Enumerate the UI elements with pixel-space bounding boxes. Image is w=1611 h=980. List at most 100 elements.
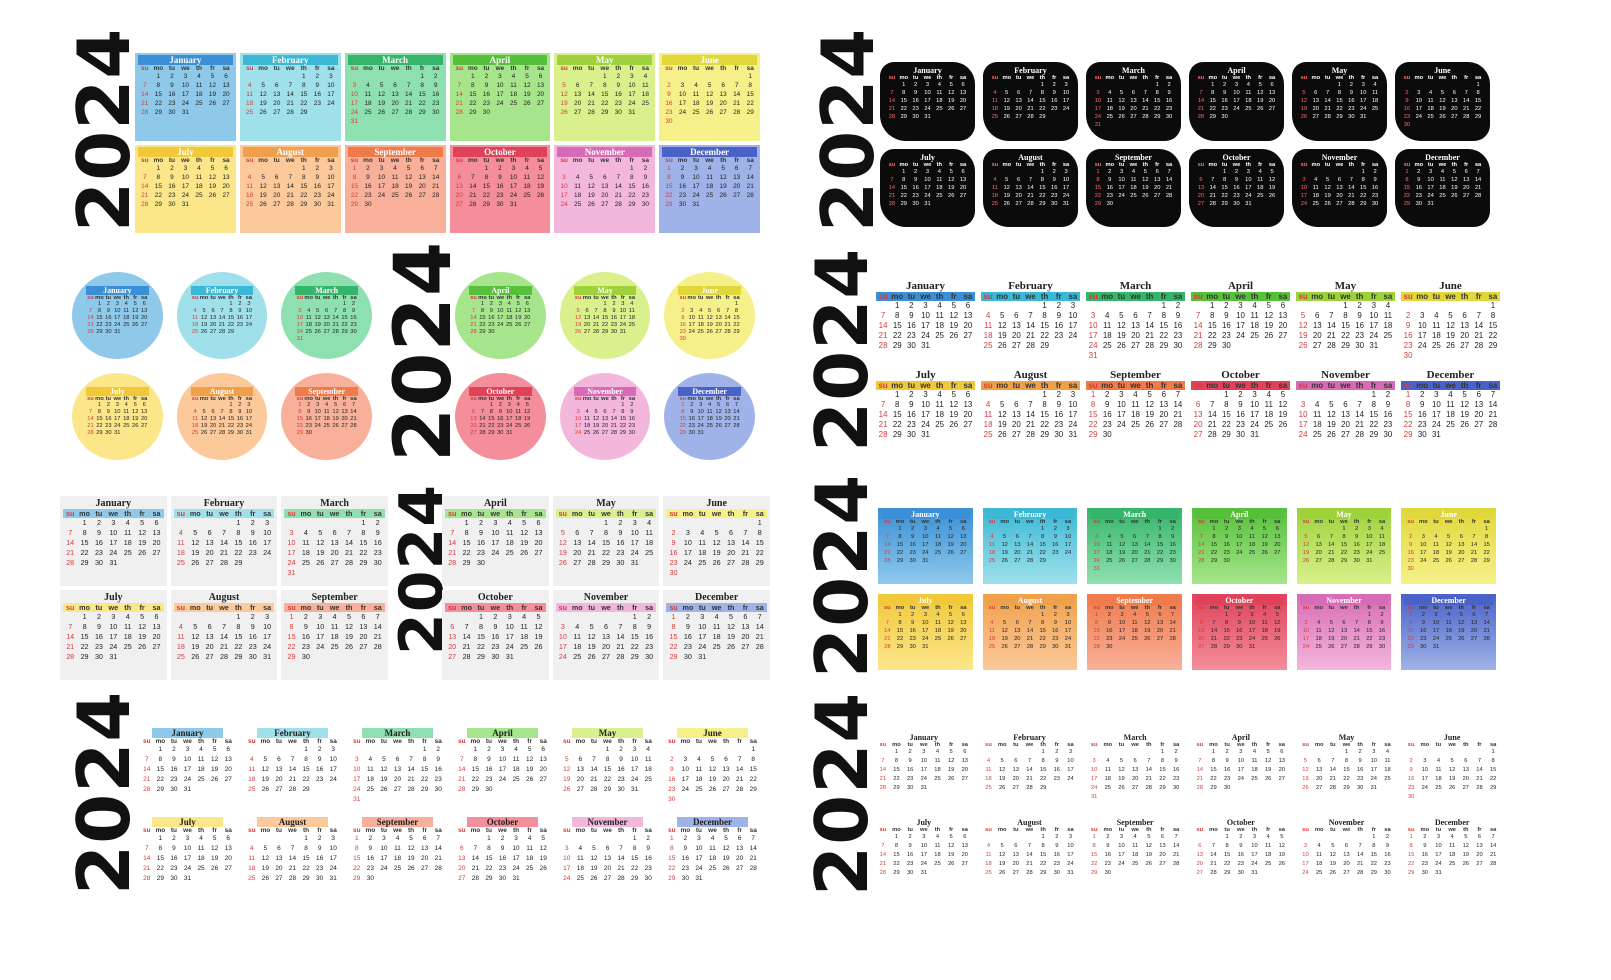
day-blank bbox=[1024, 525, 1037, 533]
day: 3 bbox=[1238, 301, 1243, 310]
day: 21 bbox=[448, 548, 457, 557]
day: 22 bbox=[302, 776, 310, 783]
day: 30 bbox=[498, 875, 507, 882]
day: 1 bbox=[1211, 82, 1215, 88]
day: 12 bbox=[948, 176, 955, 183]
day: 5 bbox=[1003, 620, 1007, 626]
day: 18 bbox=[1432, 550, 1440, 556]
day: 4 bbox=[1250, 526, 1254, 532]
day: 11 bbox=[520, 622, 528, 631]
weekday: mo bbox=[895, 605, 905, 611]
weekday: mo bbox=[199, 295, 209, 301]
weekday: sa bbox=[263, 603, 272, 612]
day: 7 bbox=[725, 308, 730, 314]
day: 29 bbox=[300, 201, 308, 208]
day-blank bbox=[1418, 748, 1432, 757]
day: 26 bbox=[1001, 558, 1008, 564]
day-grid: 1 2 3 4 5 6 7 8 9 10 11 12 13 14 15 16 17 18 19 20 21 22 23 24 2… bbox=[455, 834, 550, 884]
day: 19 bbox=[1001, 550, 1008, 556]
day: 12 bbox=[1142, 176, 1149, 183]
day: 6 bbox=[965, 301, 971, 310]
day: 22 bbox=[1366, 636, 1373, 642]
day: 2 bbox=[1225, 526, 1229, 532]
weekday: sa bbox=[1489, 827, 1497, 833]
day: 10 bbox=[296, 315, 303, 321]
day: 25 bbox=[176, 652, 185, 661]
day: 11 bbox=[515, 409, 522, 415]
day: 20 bbox=[1198, 636, 1205, 642]
day: 8 bbox=[894, 843, 899, 849]
day: 6 bbox=[1464, 758, 1468, 764]
day: 31 bbox=[183, 786, 192, 793]
day: 30 bbox=[496, 201, 504, 208]
day: 13 bbox=[359, 622, 368, 631]
day: 27 bbox=[1014, 558, 1021, 564]
day: 29 bbox=[341, 329, 348, 335]
day: 14 bbox=[288, 766, 297, 773]
day: 18 bbox=[391, 183, 399, 190]
day: 4 bbox=[249, 845, 254, 852]
weekday: th bbox=[1357, 742, 1363, 748]
day: 30 bbox=[1172, 785, 1180, 791]
day-blank bbox=[584, 72, 598, 81]
day: 10 bbox=[1421, 767, 1429, 773]
day: 26 bbox=[261, 875, 269, 882]
day: 9 bbox=[1423, 843, 1427, 849]
day: 4 bbox=[1107, 534, 1111, 540]
day-blank bbox=[995, 833, 1009, 842]
day: 19 bbox=[1448, 776, 1456, 782]
day: 25 bbox=[246, 201, 254, 208]
day: 28 bbox=[1326, 341, 1336, 350]
weekday: th bbox=[1040, 292, 1049, 301]
weekday: sa bbox=[222, 65, 230, 72]
weekday: we bbox=[1340, 292, 1351, 301]
day-blank bbox=[1001, 168, 1013, 176]
day: 3 bbox=[1096, 90, 1100, 96]
weekday: we bbox=[1235, 605, 1244, 611]
day: 27 bbox=[959, 106, 967, 112]
day-blank bbox=[709, 518, 723, 528]
day: 10 bbox=[1062, 176, 1070, 183]
day: 14 bbox=[1463, 98, 1470, 104]
day: 31 bbox=[695, 875, 703, 882]
day: 24 bbox=[350, 109, 359, 116]
day: 19 bbox=[1300, 106, 1308, 112]
day: 25 bbox=[1131, 861, 1139, 867]
day: 15 bbox=[749, 766, 757, 773]
day-grid: 1 2 3 4 5 6 7 8 9 10 11 12 13 14 15 16 17 18 19 20 21 22 23 24 2… bbox=[1401, 390, 1500, 440]
day: 4 bbox=[1266, 390, 1271, 399]
day-blank bbox=[584, 612, 598, 622]
day: 28 bbox=[1172, 861, 1180, 867]
weekday: we bbox=[1026, 605, 1034, 611]
day: 15 bbox=[350, 183, 359, 190]
day: 12 bbox=[377, 91, 386, 98]
day: 18 bbox=[983, 331, 993, 340]
day: 27 bbox=[1312, 341, 1322, 350]
day: 16 bbox=[432, 91, 440, 98]
weekday: tu bbox=[1119, 519, 1125, 525]
weekday-row: su mo tu we th fr sa bbox=[1090, 519, 1179, 525]
day: 11 bbox=[366, 766, 374, 773]
day: 22 bbox=[1039, 636, 1046, 642]
day: 27 bbox=[601, 430, 609, 436]
day: 25 bbox=[1315, 644, 1322, 650]
weekday: sa bbox=[645, 603, 654, 612]
day-blank bbox=[1139, 81, 1151, 89]
day: 7 bbox=[334, 308, 338, 314]
day: 20 bbox=[1312, 331, 1322, 340]
weekday-row: su mo tu we th fr sa bbox=[876, 742, 972, 748]
day-grid: 1 2 3 4 5 6 7 8 9 10 11 12 13 14 15 16 17 18 19 20 21 22 23 24 2… bbox=[1191, 390, 1290, 440]
day: 4 bbox=[700, 528, 705, 537]
weekday: sa bbox=[350, 396, 357, 402]
day: 30 bbox=[1403, 122, 1411, 128]
day: 10 bbox=[1245, 176, 1252, 183]
weekday: we bbox=[711, 509, 722, 518]
day: 11 bbox=[935, 311, 944, 320]
day: 19 bbox=[407, 855, 415, 862]
day: 17 bbox=[922, 542, 929, 548]
day: 2 bbox=[690, 402, 694, 408]
day: 27 bbox=[1131, 341, 1140, 350]
day: 10 bbox=[329, 756, 337, 763]
weekday: we bbox=[705, 157, 714, 164]
weekday: tu bbox=[1435, 742, 1442, 748]
